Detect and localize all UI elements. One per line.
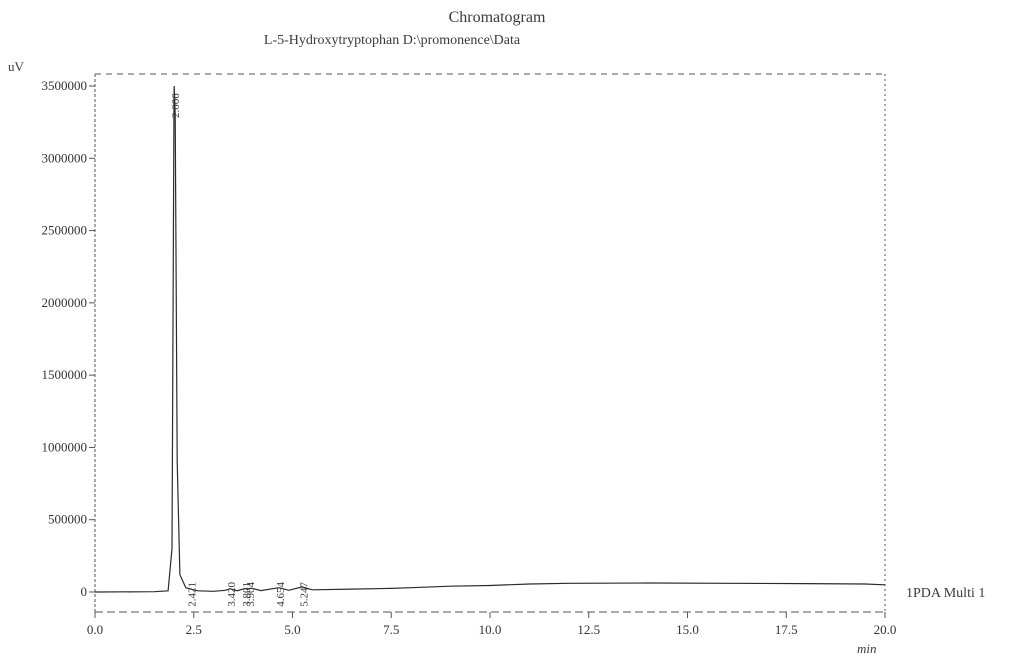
- series-line: [94, 85, 886, 593]
- series-group: [94, 85, 886, 593]
- x-tick-label: 12.5: [577, 622, 600, 637]
- y-tick-label: 3000000: [42, 150, 88, 165]
- x-tick-label: 7.5: [383, 622, 399, 637]
- y-tick-label: 1000000: [42, 439, 88, 454]
- chart-title: Chromatogram: [449, 9, 546, 26]
- x-tick-label: 17.5: [775, 622, 798, 637]
- peak-label: 4.654: [275, 582, 287, 607]
- x-tick-label: 20.0: [874, 622, 897, 637]
- x-tick-label: 2.5: [186, 622, 202, 637]
- axes-group: [94, 73, 886, 613]
- peak-label: 3.801: [241, 582, 253, 607]
- x-tick-label: 15.0: [676, 622, 699, 637]
- legend-series-name: 1PDA Multi 1: [906, 586, 985, 601]
- peak-label: 3.904: [245, 582, 257, 607]
- y-axis-label: uV: [8, 59, 25, 74]
- peak-label: 2.006: [170, 93, 182, 118]
- y-tick-label: 2500000: [42, 223, 88, 238]
- peak-label: 2.421: [187, 582, 199, 607]
- x-axis-label: min: [857, 641, 877, 656]
- peak-label: 3.420: [226, 582, 238, 607]
- y-tick-label: 500000: [48, 512, 87, 527]
- y-tick-label: 1500000: [42, 367, 88, 382]
- peak-label: 5.247: [298, 582, 310, 607]
- y-tick-label: 2000000: [42, 295, 88, 310]
- x-tick-label: 0.0: [87, 622, 103, 637]
- x-tick-label: 10.0: [479, 622, 502, 637]
- y-tick-label: 0: [81, 584, 88, 599]
- ticks-group: 0 500000 1000000 1500000 2000000 2500000 30000…: [42, 78, 897, 637]
- x-tick-label: 5.0: [284, 622, 300, 637]
- chart-subtitle: L-5-Hydroxytryptophan D:\promonence\Data: [264, 33, 521, 48]
- y-tick-label: 3500000: [42, 78, 88, 93]
